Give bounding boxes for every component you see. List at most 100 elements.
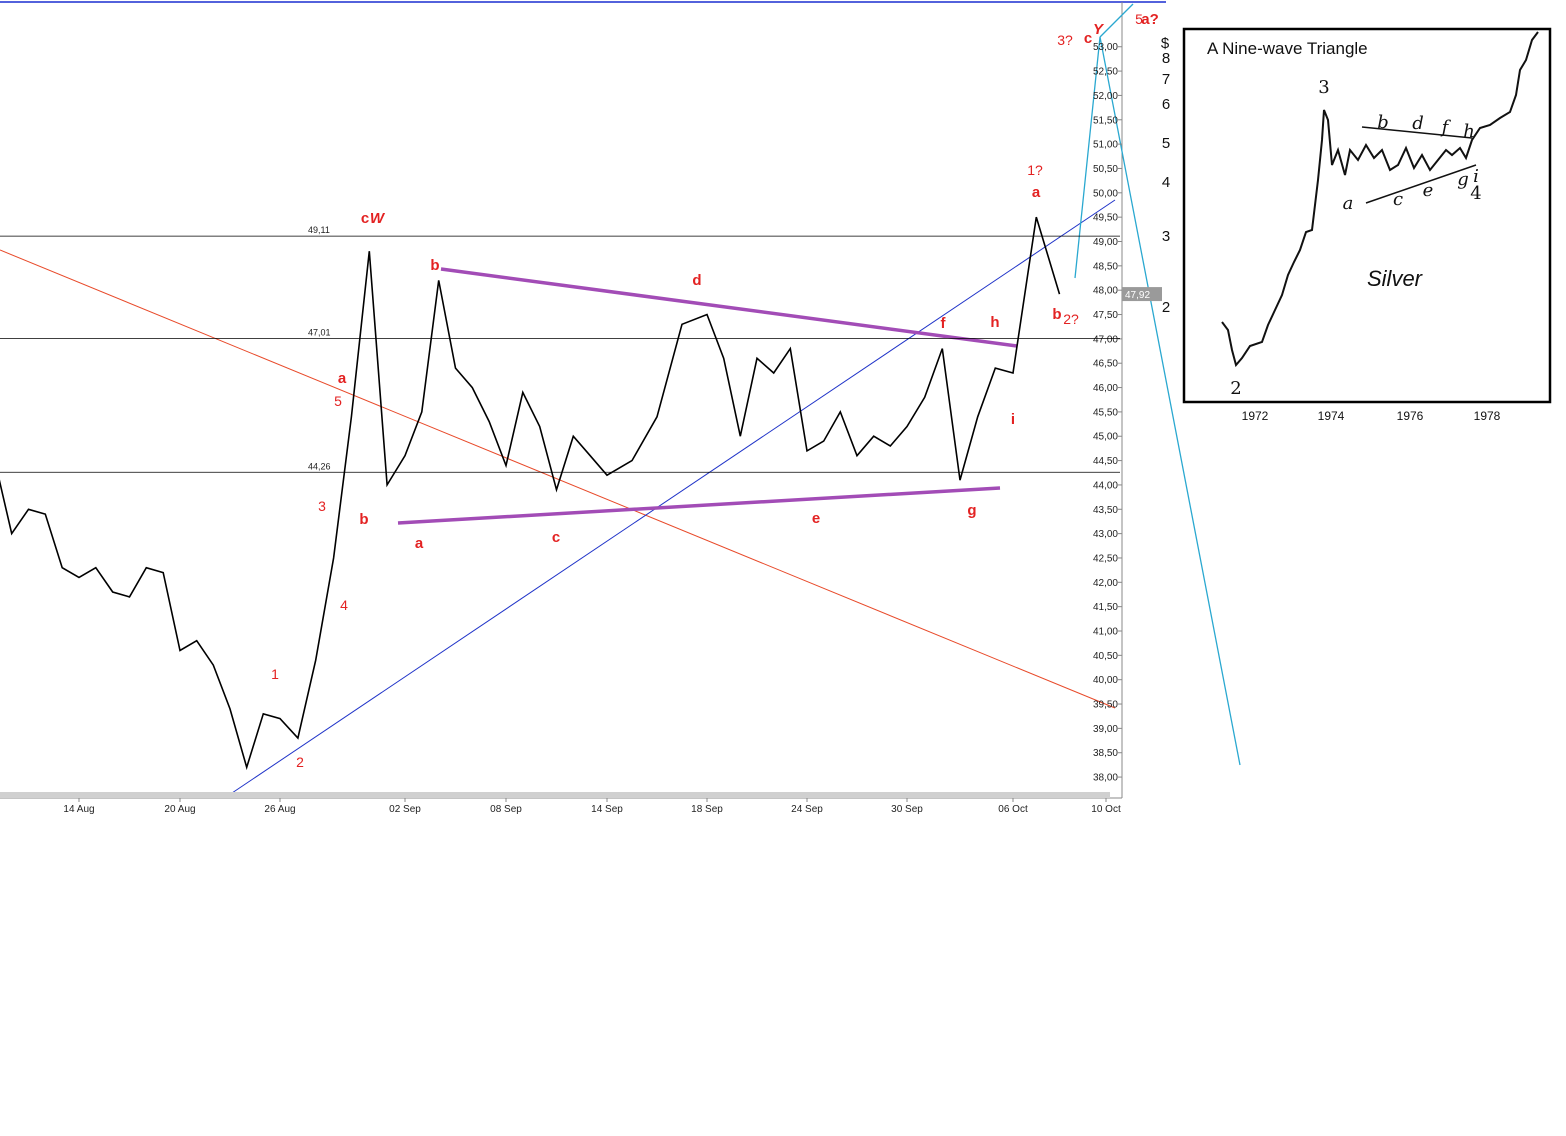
inset-wave-label: d (1412, 113, 1424, 134)
y-tick-label: 45,00 (1093, 432, 1118, 443)
y-tick-label: 50,50 (1093, 164, 1118, 175)
wave-label: Y (1093, 21, 1105, 38)
y-tick-label: 41,50 (1093, 602, 1118, 613)
inset-price (1221, 31, 1539, 368)
wave-label: W (370, 210, 386, 227)
inset-y-label: $ (1161, 35, 1170, 52)
y-tick-label: 46,50 (1093, 359, 1118, 370)
y-tick-label: 47,00 (1093, 334, 1118, 345)
y-tick-label: 52,50 (1093, 67, 1118, 78)
inset-x-label: 1972 (1242, 409, 1269, 423)
inset-y-label: 4 (1162, 174, 1170, 191)
inset-y-label: 7 (1162, 71, 1170, 88)
y-tick-label: 40,50 (1093, 651, 1118, 662)
price-tag-label: 47,92 (1125, 290, 1150, 301)
price-tag (1122, 287, 1162, 302)
price-line (0, 216, 1061, 771)
y-tick-label: 46,00 (1093, 383, 1118, 394)
inset-wave-label: 3 (1318, 77, 1329, 98)
trend-line (0, 249, 1116, 709)
inset-wave-label: h (1463, 121, 1475, 142)
inset-y-label: 6 (1162, 96, 1170, 113)
wave-label: d (692, 272, 701, 289)
x-tick-label: 02 Sep (389, 804, 421, 815)
triangle-line (440, 267, 1018, 348)
wave-label: 3? (1057, 32, 1073, 48)
y-tick-label: 51,50 (1093, 115, 1118, 126)
triangle-line (397, 486, 1001, 525)
inset-y-label: 5 (1162, 135, 1170, 152)
y-tick-label: 43,50 (1093, 505, 1118, 516)
x-tick-label: 06 Oct (998, 804, 1028, 815)
wave-label: 3 (318, 498, 326, 514)
wave-label: 2? (1063, 311, 1079, 327)
wave-label: 5 (334, 393, 342, 409)
level-label: 47,01 (308, 327, 331, 337)
wave-label: c (1084, 30, 1092, 47)
inset-wave-label: a (1343, 193, 1354, 214)
inset-trend (1361, 126, 1473, 139)
wave-label: e (812, 510, 820, 527)
y-tick-label: 44,00 (1093, 480, 1118, 491)
y-tick-label: 38,00 (1093, 773, 1118, 784)
x-tick-label: 10 Oct (1091, 804, 1121, 815)
y-tick-label: 49,00 (1093, 237, 1118, 248)
wave-label: b (359, 511, 368, 528)
wave-label: a (1032, 184, 1041, 201)
y-tick-label: 42,00 (1093, 578, 1118, 589)
y-tick-label: 50,00 (1093, 188, 1118, 199)
inset-trend (1365, 164, 1477, 204)
y-tick-label: 52,00 (1093, 91, 1118, 102)
y-tick-label: 45,50 (1093, 407, 1118, 418)
y-tick-label: 43,00 (1093, 529, 1118, 540)
x-tick-label: 20 Aug (164, 804, 195, 815)
inset-wave-label: 4 (1470, 183, 1481, 204)
inset-y-label: 3 (1162, 228, 1170, 245)
x-tick-label: 30 Sep (891, 804, 923, 815)
y-tick-label: 51,00 (1093, 140, 1118, 151)
level-label: 49,11 (308, 225, 330, 235)
x-tick-label: 14 Sep (591, 804, 623, 815)
x-tick-label: 26 Aug (264, 804, 295, 815)
y-tick-label: 53,00 (1093, 42, 1118, 53)
x-tick-label: 24 Sep (791, 804, 823, 815)
inset-x-label: 1976 (1397, 409, 1424, 423)
inset-wave-label: i (1473, 166, 1479, 187)
y-tick-label: 39,50 (1093, 700, 1118, 711)
wave-label: b (1052, 306, 1061, 323)
inset-frame (1182, 27, 1552, 404)
y-tick-label: 42,50 (1093, 553, 1118, 564)
y-tick-label: 39,00 (1093, 724, 1118, 735)
wave-label: 1 (271, 666, 279, 682)
wave-label: c (361, 210, 369, 227)
wave-label: 4 (340, 597, 348, 613)
x-tick-label: 18 Sep (691, 804, 723, 815)
wave-label: i (1011, 411, 1015, 428)
y-tick-label: 44,50 (1093, 456, 1118, 467)
inset-x-label: 1974 (1318, 409, 1345, 423)
wave-label: b (430, 257, 439, 274)
y-tick-label: 49,50 (1093, 213, 1118, 224)
inset-y-label: 8 (1162, 50, 1170, 67)
wave-label: a (338, 370, 347, 387)
inset-caption: Silver (1367, 266, 1424, 291)
inset-x-label: 1978 (1474, 409, 1501, 423)
y-tick-label: 48,50 (1093, 261, 1118, 272)
wave-label: g (967, 502, 976, 519)
inset-wave-label: e (1423, 180, 1434, 201)
inset-wave-label: c (1393, 189, 1403, 210)
wave-label: a? (1141, 11, 1159, 28)
inset-y-label: 2 (1162, 299, 1170, 316)
wave-label: 2 (296, 754, 304, 770)
level-label: 44,26 (308, 461, 331, 471)
y-tick-label: 48,00 (1093, 286, 1118, 297)
wave-label: h (990, 314, 999, 331)
trend-line (231, 199, 1116, 794)
y-tick-label: 40,00 (1093, 675, 1118, 686)
wave-label: c (552, 529, 560, 546)
inset-title: A Nine-wave Triangle (1207, 39, 1368, 58)
wave-label: a (415, 535, 424, 552)
y-tick-label: 47,50 (1093, 310, 1118, 321)
volume-band (0, 792, 1110, 798)
